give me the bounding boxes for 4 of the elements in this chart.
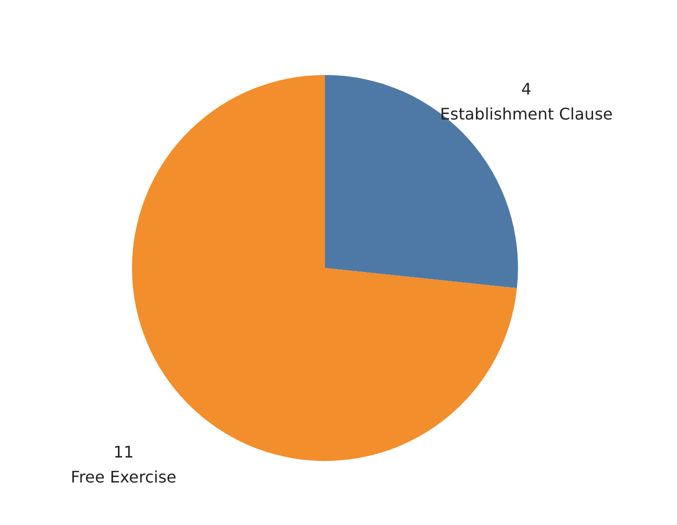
slice-label: Establishment Clause (440, 104, 613, 124)
slice-label: Free Exercise (70, 467, 176, 486)
data-label: 4 (521, 80, 532, 99)
data-label: 11 (113, 442, 134, 462)
